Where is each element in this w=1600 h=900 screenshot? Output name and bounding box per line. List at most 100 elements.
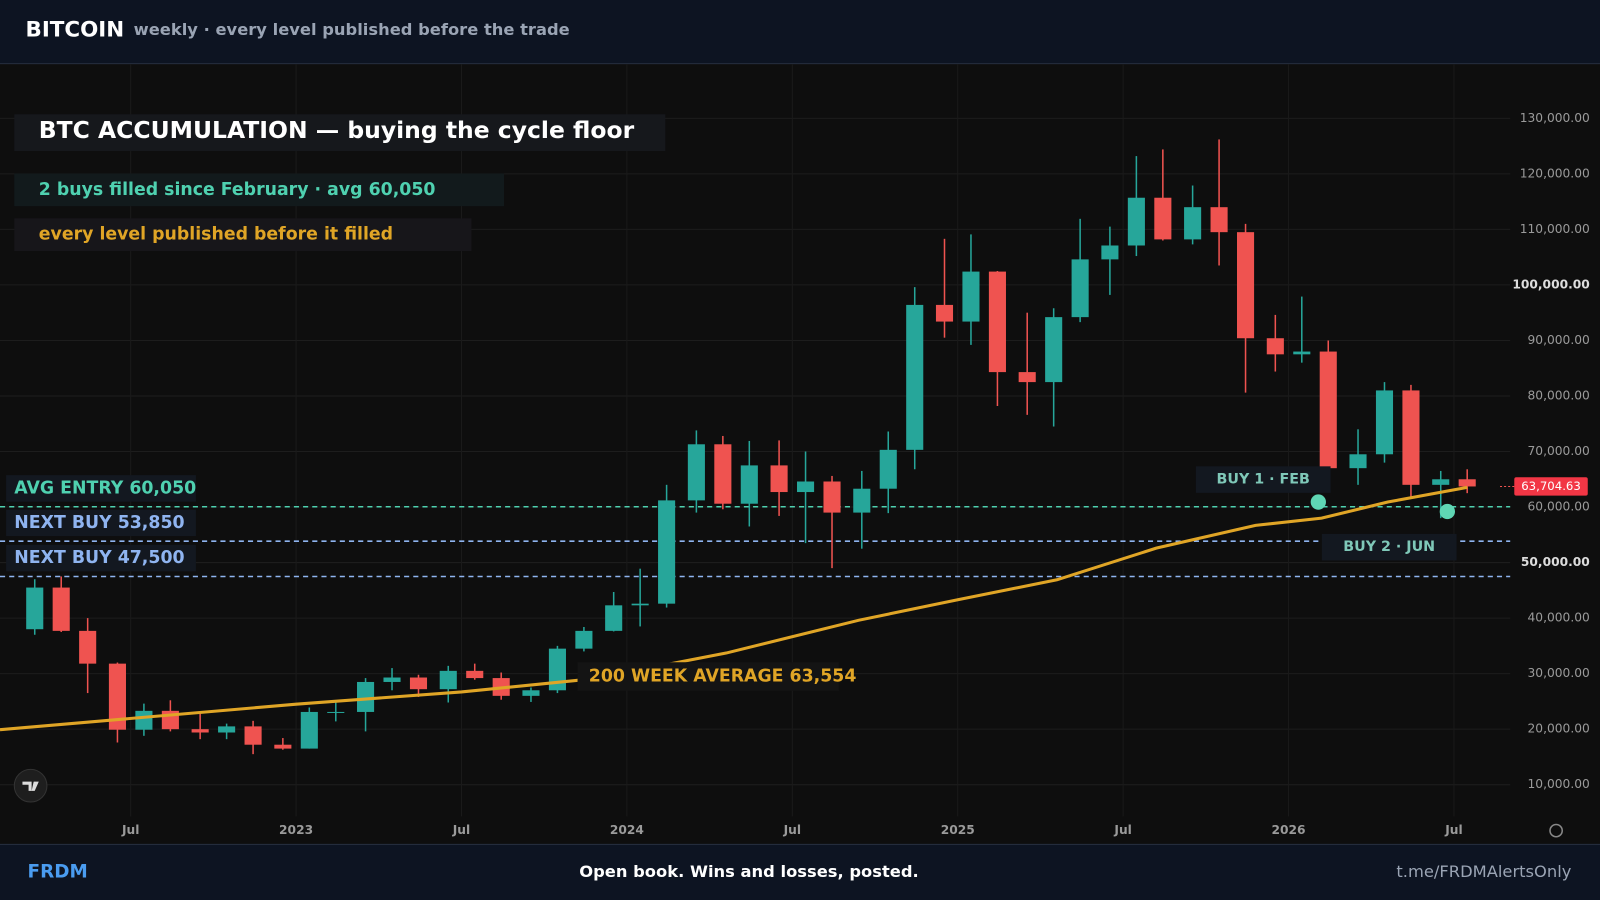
candle-body (522, 690, 540, 696)
level-label-box (6, 509, 196, 537)
buy-label: BUY 2 · JUN (1343, 539, 1435, 555)
buy-label-box (1321, 533, 1457, 561)
candle-body (1319, 351, 1337, 469)
y-tick-label: 90,000.00 (1528, 333, 1590, 347)
candle-body (244, 726, 262, 745)
candle-body (1127, 197, 1145, 246)
candle-body (26, 587, 44, 630)
level-label-box (6, 544, 196, 572)
candle-body (1071, 259, 1089, 318)
note-box (14, 218, 472, 252)
candle-body (988, 271, 1006, 373)
candle-body (357, 681, 375, 712)
candle-body (108, 663, 126, 730)
candle-body (823, 481, 841, 513)
footer-link[interactable]: t.me/FRDMAlertsOnly (1396, 862, 1571, 881)
x-tick-label: 2026 (1272, 823, 1306, 837)
y-tick-label: 70,000.00 (1528, 444, 1590, 458)
x-tick-label: 2024 (610, 823, 644, 837)
candle-body (631, 603, 649, 606)
buy-label-box (1195, 466, 1331, 493)
candle-body (935, 304, 954, 322)
title-box (14, 114, 666, 152)
x-tick-label: 2025 (941, 823, 975, 837)
y-tick-label: 130,000.00 (1520, 111, 1590, 125)
candle-body (274, 744, 292, 749)
y-tick-label: 120,000.00 (1520, 166, 1590, 180)
candle-body (52, 587, 70, 631)
x-tick-label: Jul (1113, 823, 1131, 837)
y-tick-label: 100,000.00 (1512, 277, 1589, 291)
candle-body (218, 726, 236, 733)
candle-body (409, 677, 428, 690)
candle-body (687, 444, 705, 501)
y-tick-label: 50,000.00 (1521, 555, 1590, 569)
candle-body (300, 711, 318, 749)
candle-body (1432, 479, 1450, 485)
candle-body (1184, 207, 1202, 240)
candle-body (1293, 351, 1311, 355)
level-label: NEXT BUY 47,500 (14, 548, 184, 568)
y-tick-label: 110,000.00 (1520, 222, 1590, 236)
logo-mark (22, 781, 39, 791)
last-price-tag (1514, 477, 1588, 496)
candle-body (383, 677, 401, 682)
x-tick-label: Jul (1444, 823, 1462, 837)
candle-body (770, 465, 788, 493)
candle-body (1237, 232, 1255, 339)
buy-marker (1310, 494, 1326, 510)
level-label: AVG ENTRY 60,050 (14, 478, 196, 498)
candle-body (1045, 317, 1063, 383)
buy-label: BUY 1 · FEB (1217, 472, 1310, 488)
candle-body (327, 711, 345, 713)
subtitle-box (14, 173, 505, 207)
candle-body (548, 648, 566, 691)
x-tick-label: 2023 (279, 823, 313, 837)
y-tick-label: 20,000.00 (1528, 722, 1590, 736)
level-label-box (6, 475, 196, 502)
chart-note: every level published before it filled (39, 225, 393, 245)
footer-bar (0, 844, 1600, 900)
header-title: BITCOIN (26, 18, 125, 43)
candle-body (1402, 390, 1420, 485)
header-subtitle: weekly · every level published before th… (134, 20, 570, 39)
candle-body (1101, 245, 1119, 260)
candle-body (740, 465, 758, 504)
candle-body (1349, 454, 1367, 469)
candle-body (1266, 338, 1284, 355)
candle-body (1018, 372, 1036, 383)
candle-body (1458, 479, 1476, 487)
chart-subtitle: 2 buys filled since February · avg 60,05… (39, 180, 436, 200)
buy-marker (1439, 503, 1456, 520)
candle-body (906, 304, 924, 450)
y-tick-label: 80,000.00 (1528, 388, 1590, 402)
header-bar (0, 0, 1600, 64)
settings-icon[interactable] (1549, 823, 1564, 838)
candle-body (714, 444, 732, 504)
level-label: NEXT BUY 53,850 (14, 513, 184, 533)
candle-body (1210, 207, 1228, 233)
candle-body (1154, 197, 1172, 240)
footer-brand: FRDM (28, 861, 88, 882)
candle-body (797, 481, 815, 493)
y-tick-label: 10,000.00 (1528, 777, 1590, 791)
candle-body (79, 630, 97, 664)
candle-body (658, 500, 676, 604)
ma-label-box (577, 662, 839, 691)
ma-label: 200 WEEK AVERAGE 63,554 (589, 667, 857, 687)
plot: 10,000.00 20,000.00 30,000.00 40,000.00 50,0… (0, 64, 1590, 837)
candle-body (191, 729, 209, 733)
candle-body (605, 605, 623, 631)
candle-body (879, 449, 897, 489)
y-tick-label: 40,000.00 (1528, 611, 1590, 625)
x-tick-label: Jul (783, 823, 801, 837)
candle-body (575, 630, 593, 649)
candle-body (135, 710, 153, 730)
last-price-label: 63,704.63 (1521, 479, 1581, 493)
chart-title: BTC ACCUMULATION — buying the cycle floo… (39, 116, 635, 144)
y-tick-label: 60,000.00 (1528, 500, 1590, 514)
candle-body (853, 488, 871, 513)
x-tick-label: Jul (452, 823, 470, 837)
moving-average-line (0, 485, 1468, 732)
